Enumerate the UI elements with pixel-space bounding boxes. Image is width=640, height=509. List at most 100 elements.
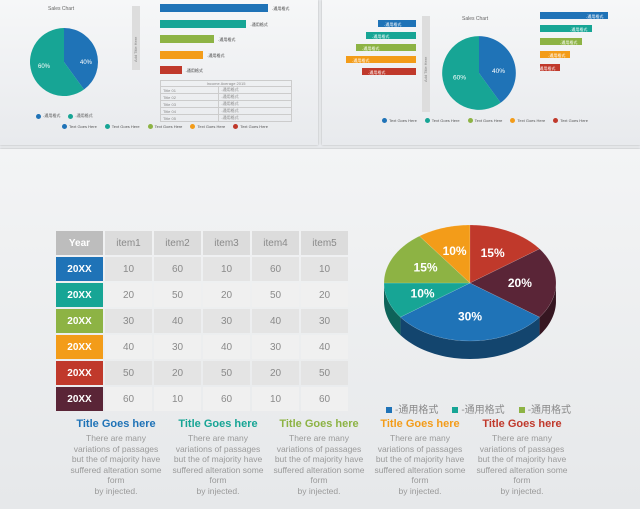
pie-label: 10% (443, 244, 467, 258)
thumb2-pie: 40% 60% (442, 36, 516, 110)
pie-legend: -通用格式 -通用格式 (36, 113, 93, 119)
pie-slice-side (400, 317, 540, 359)
year-cell: 20XX (56, 335, 103, 359)
table-row: Title 03 -通用格式 (159, 100, 292, 108)
pie-3d: 30% 10% 15% 10% 15% 20% (383, 224, 557, 359)
bar-label: -通用格式 (368, 69, 386, 75)
column-header: item5 (301, 231, 348, 255)
bar (362, 68, 416, 75)
value-cell: 50 (105, 361, 152, 385)
column-title: Title Goes here (482, 418, 562, 430)
year-cell: 20XX (56, 361, 103, 385)
table-row: Title 05 -通用格式 (159, 114, 292, 122)
column-header: item1 (105, 231, 152, 255)
bar (356, 44, 416, 51)
value-cell: 60 (301, 387, 348, 411)
value-cell: 50 (154, 283, 201, 307)
bar (366, 32, 416, 39)
year-cell: 20XX (56, 309, 103, 333)
value-cell: 30 (105, 309, 152, 333)
bar-label: -通用格式 (384, 21, 402, 27)
bar (540, 38, 582, 45)
bar-label: -通用格式 (207, 52, 225, 58)
pie-label: 20% (508, 276, 532, 290)
table-row: 20XX 30 40 30 40 30 (56, 309, 348, 333)
value-cell: 60 (154, 257, 201, 281)
bar (540, 51, 570, 58)
vertical-label: Add Title Here (133, 36, 138, 62)
value-cell: 20 (203, 283, 250, 307)
column-body: There are many variations of passages but … (172, 433, 264, 496)
table-row: 20XX 20 50 20 50 20 (56, 283, 348, 307)
column-title: Title Goes here (380, 418, 460, 430)
year-cell: 20XX (56, 257, 103, 281)
legend: Text Goes Here Text Goes Here Text Goes … (62, 124, 268, 129)
value-cell: 20 (105, 283, 152, 307)
vertical-title-bar: Add Title Here (132, 6, 140, 70)
value-cell: 30 (154, 335, 201, 359)
pie-slice (29, 28, 84, 97)
value-cell: 20 (154, 361, 201, 385)
bar (378, 20, 416, 27)
vertical-title-bar: Add Title Here (422, 16, 430, 112)
pie-label: 40% (80, 60, 93, 66)
bar (160, 4, 268, 12)
bar-label: -通用格式 (570, 26, 588, 32)
pie-label: 30% (458, 310, 482, 324)
column-body: There are many variations of passages but … (70, 433, 162, 496)
value-cell: 40 (252, 309, 299, 333)
bar-label: -通用格式 (560, 39, 578, 45)
thumbnail-slide-2[interactable]: Sales Chart 40% 60% Add Title Here Text … (322, 0, 640, 145)
value-cell: 20 (301, 283, 348, 307)
legend: Text Goes Here Text Goes Here Text Goes … (382, 118, 588, 123)
bar (540, 12, 608, 19)
table-row: 20XX 40 30 40 30 40 (56, 335, 348, 359)
table-row: Title 01 -通用格式 (159, 86, 292, 94)
year-cell: 20XX (56, 283, 103, 307)
pie-slice (399, 282, 541, 342)
pie-slice (419, 224, 471, 284)
pie-slice-side (384, 283, 401, 336)
income-table: Income Average 2015 Title 01 -通用格式 Title … (159, 80, 292, 122)
pie-slice (479, 36, 516, 103)
pie-slice-side (539, 284, 556, 336)
chart-title: Sales Chart (462, 16, 489, 22)
value-cell: 60 (252, 257, 299, 281)
column-header: item4 (252, 231, 299, 255)
value-cell: 60 (105, 387, 152, 411)
legend-item: -通用格式 (518, 401, 571, 416)
column-header: item3 (203, 231, 250, 255)
pie-slice (383, 282, 471, 318)
table-row: 20XX 10 60 10 60 10 (56, 257, 348, 281)
legend-item: -通用格式 (386, 401, 438, 416)
pie-legend: -通用格式 -通用格式 -通用格式 (386, 401, 571, 416)
text-column: Title Goes here There are many variations … (68, 418, 164, 496)
bar-label: -通用格式 (185, 68, 203, 73)
bar-label: -通用格式 (586, 13, 604, 19)
pie-label: 15% (481, 246, 505, 260)
pie-slice (383, 235, 471, 284)
svg-text:40%: 40% (492, 68, 505, 75)
value-cell: 10 (154, 387, 201, 411)
pie-slice (469, 248, 557, 318)
column-title: Title Goes here (178, 418, 258, 430)
value-cell: 40 (301, 335, 348, 359)
text-column: Title Goes here There are many variations … (170, 418, 266, 496)
bar-label: -通用格式 (272, 6, 290, 11)
column-body: There are many variations of passages but … (273, 433, 365, 496)
value-cell: 10 (105, 257, 152, 281)
value-cell: 30 (301, 309, 348, 333)
bar-label: -通用格式 (372, 33, 390, 39)
svg-text:60%: 60% (453, 75, 466, 82)
value-cell: 30 (203, 309, 250, 333)
thumbnail-slide-1[interactable]: Sales Chart 40% 60% Add Title Here Incom… (0, 0, 318, 145)
bar (540, 64, 560, 71)
value-cell: 60 (203, 387, 250, 411)
pie-slice (469, 224, 541, 284)
pie-slice (442, 36, 501, 110)
table-row: 20XX 50 20 50 20 50 (56, 361, 348, 385)
column-header: Year (56, 231, 103, 255)
column-header: item2 (154, 231, 201, 255)
bar (346, 56, 416, 63)
bar-label: -通用格式 (548, 52, 566, 58)
